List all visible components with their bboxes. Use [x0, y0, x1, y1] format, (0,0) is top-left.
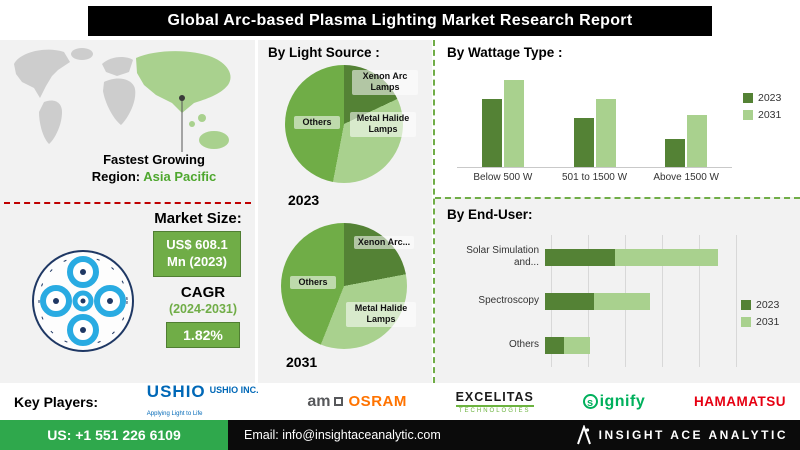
ushio-tagline: Applying Light to Life: [146, 411, 203, 417]
region-label: Region:: [91, 168, 141, 184]
wattage-bar-group: Below 500 W: [457, 68, 549, 186]
ams-logo-text: am: [307, 392, 331, 410]
wattage-bar-2023: [573, 117, 594, 167]
legend-swatch: [743, 93, 753, 103]
excelitas-logo: EXCELITAS TECHNOLOGIES: [455, 390, 534, 414]
legend-item: 2023: [741, 299, 779, 311]
legend-label: 2023: [756, 299, 780, 311]
pie-2031-year: 2031: [286, 354, 318, 370]
ams-logo-icon: [333, 397, 343, 406]
report-title: Global Arc-based Plasma Lighting Market …: [88, 6, 712, 36]
legend-swatch: [743, 110, 753, 120]
wattage-category-label: 501 to 1500 W: [561, 172, 628, 183]
footer-bar: US: +1 551 226 6109 Email: info@insighta…: [0, 420, 800, 450]
enduser-category-label: Solar Simulation and...: [466, 244, 539, 269]
legend-item: 2031: [741, 316, 779, 328]
wattage-heading: By Wattage Type :: [447, 45, 563, 60]
cagr-label: CAGR: [180, 284, 226, 301]
legend-label: 2031: [756, 316, 780, 328]
insight-ace-logo-icon: [576, 425, 591, 445]
enduser-legend: 2023 2031: [741, 299, 779, 333]
enduser-chart: Solar Simulation and... Spectroscopy Other…: [441, 235, 737, 367]
signify-logo-text: ignify: [599, 392, 646, 410]
pie-2031-label-others: Others: [290, 276, 336, 290]
pie-2023-year: 2023: [288, 192, 320, 208]
brand-block: INSIGHT ACE ANALYTIC: [576, 425, 788, 445]
wattage-category-label: Below 500 W: [473, 172, 533, 183]
phone-number: US: +1 551 226 6109: [0, 420, 228, 450]
legend-swatch: [741, 317, 751, 327]
enduser-category-label: Spectroscopy: [478, 294, 539, 306]
mid-right-divider: [433, 40, 435, 383]
legend-label: 2031: [758, 109, 782, 121]
market-size-label: Market Size:: [154, 210, 242, 227]
enduser-bar-2023: [545, 292, 594, 310]
enduser-rows: Solar Simulation and... Spectroscopy Other…: [441, 235, 737, 367]
wattage-bars: Below 500 W 501 to 1500 W Above 1500 W: [457, 68, 733, 186]
end-user-section: By End-User: Solar Simulation and... Spec…: [435, 197, 800, 383]
ushio-logo-text: USHIO: [146, 382, 206, 401]
email-address: Email: info@insightaceanalytic.com: [244, 428, 441, 442]
wattage-bar-group: 501 to 1500 W: [548, 68, 641, 186]
ams-osram-logo: am OSRAM: [307, 393, 406, 411]
enduser-row: Spectroscopy: [441, 279, 737, 323]
enduser-bar-2023: [545, 336, 565, 354]
wattage-bar-group: Above 1500 W: [640, 68, 733, 186]
legend-item: 2031: [743, 109, 781, 121]
light-source-heading: By Light Source :: [268, 45, 380, 60]
world-map: [14, 48, 231, 152]
fastest-growing-region: Fastest Growing Region: Asia Pacific: [58, 152, 250, 186]
pie-2031-label-xenon: Xenon Arc...: [354, 236, 414, 250]
left-divider: [4, 202, 251, 204]
cagr-period: (2024-2031): [168, 302, 238, 316]
end-user-heading: By End-User:: [447, 207, 533, 222]
hamamatsu-logo: HAMAMATSU: [693, 394, 786, 409]
pie-2023-label-metal-halide: Metal Halide Lamps: [350, 112, 416, 137]
map-pin-icon: [179, 95, 185, 101]
enduser-row: Solar Simulation and...: [441, 235, 737, 279]
brand-name: INSIGHT ACE ANALYTIC: [598, 428, 788, 442]
ushio-logo: USHIO Applying Light to Life USHIO INC.: [147, 383, 259, 420]
wattage-bar-2031: [503, 80, 524, 167]
pie-2023-label-others: Others: [294, 116, 340, 130]
enduser-bar-track: [545, 336, 737, 354]
light-source-panel: By Light Source : Xenon Arc Lamps Metal …: [258, 40, 432, 383]
pie-2031-label-metal-halide: Metal Halide Lamps: [346, 302, 416, 327]
signify-logo-icon: s: [582, 394, 598, 409]
ushio-suffix: USHIO INC.: [209, 385, 259, 395]
enduser-row: Others: [441, 323, 737, 367]
key-players-label: Key Players:: [14, 393, 99, 410]
wattage-bar-2031: [595, 98, 616, 167]
plasma-lamp-icon: [32, 250, 134, 352]
region-value: Asia Pacific: [143, 168, 217, 184]
excelitas-logo-text: EXCELITAS: [455, 390, 534, 407]
excelitas-sub-text: TECHNOLOGIES: [458, 407, 531, 414]
osram-logo-text: OSRAM: [348, 393, 407, 410]
legend-item: 2023: [743, 92, 781, 104]
legend-swatch: [741, 300, 751, 310]
legend-label: 2023: [758, 92, 782, 104]
pie-2023-label-xenon: Xenon Arc Lamps: [352, 70, 418, 95]
enduser-category-label: Others: [508, 338, 539, 350]
wattage-category-label: Above 1500 W: [653, 172, 719, 183]
market-size-value: US$ 608.1 Mn (2023): [153, 231, 241, 277]
signify-logo: s ignify: [582, 392, 646, 411]
wattage-bar-2031: [687, 115, 708, 167]
enduser-bar-track: [545, 248, 737, 266]
wattage-legend: 2023 2031: [743, 92, 781, 126]
email-bar: Email: info@insightaceanalytic.com INSIG…: [228, 420, 800, 450]
cagr-value: 1.82%: [166, 322, 240, 348]
right-panel: By Wattage Type : Below 500 W 501 to 1500…: [435, 40, 800, 383]
fastest-growing-label: Fastest Growing: [103, 152, 205, 167]
left-panel: Fastest Growing Region: Asia Pacific Mar…: [0, 40, 255, 383]
key-players-row: Key Players: USHIO Applying Light to Lif…: [0, 383, 800, 420]
wattage-bar-2023: [665, 138, 686, 167]
enduser-bar-track: [545, 292, 737, 310]
enduser-bar-2023: [545, 248, 616, 266]
wattage-bar-2023: [481, 98, 502, 167]
